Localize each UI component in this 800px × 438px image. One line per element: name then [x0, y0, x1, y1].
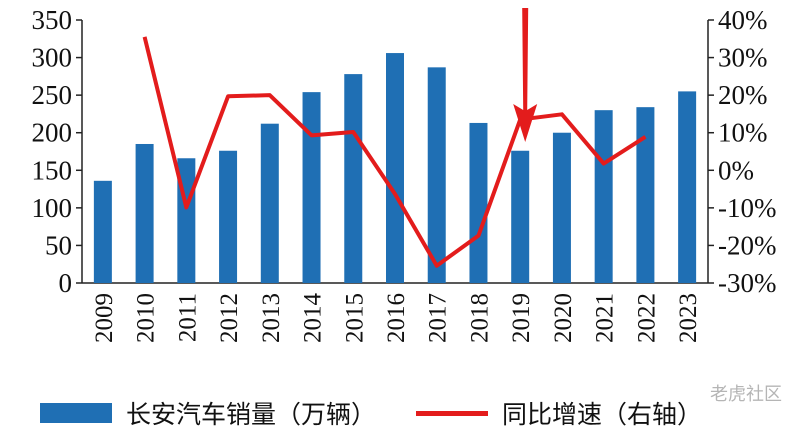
left-tick-label: 150	[32, 155, 73, 185]
right-tick-label: -20%	[718, 230, 776, 260]
bar	[386, 53, 404, 283]
x-tick-label: 2009	[91, 293, 118, 343]
bar	[302, 92, 321, 283]
bar	[93, 180, 112, 283]
x-tick-label: 2017	[425, 293, 452, 343]
bar	[469, 122, 488, 284]
right-tick-label: -30%	[718, 268, 776, 298]
x-tick-label: 2015	[341, 293, 368, 343]
bar	[135, 143, 154, 283]
x-tick-label: 2023	[675, 293, 702, 343]
left-tick-label: 200	[32, 118, 73, 148]
down-arrow	[513, 8, 538, 142]
left-tick-label: 250	[32, 80, 73, 110]
bar	[594, 110, 613, 284]
x-tick-label: 2018	[466, 293, 493, 343]
legend-bar-swatch	[40, 403, 112, 423]
legend-line-swatch	[416, 410, 489, 416]
bar	[511, 150, 530, 283]
bar	[344, 74, 363, 283]
x-tick-label: 2016	[383, 293, 410, 343]
left-tick-label: 300	[32, 43, 73, 73]
legend-bar-label: 长安汽车销量（万辆）	[126, 400, 377, 429]
tick-labels: 0 50 100 150 200 250 300 350 -30% -20% -10% 0% 10% 20…	[32, 5, 777, 343]
left-tick-label: 350	[32, 5, 73, 35]
right-tick-label: 20%	[718, 80, 768, 110]
left-tick-label: 100	[32, 193, 73, 223]
x-tick-label: 2020	[550, 293, 577, 343]
right-tick-label: 10%	[718, 118, 768, 148]
bar	[636, 107, 655, 283]
x-tick-label: 2019	[508, 293, 535, 343]
legend-line-label: 同比增速（右轴）	[502, 400, 703, 429]
annotation-arrow	[513, 8, 538, 142]
right-tick-label: -10%	[718, 193, 776, 223]
right-tick-label: 30%	[718, 43, 768, 73]
x-tick-label: 2011	[174, 293, 201, 342]
x-tick-label: 2022	[633, 293, 660, 343]
x-tick-label: 2010	[133, 293, 160, 343]
bar	[260, 123, 279, 283]
x-tick-label: 2013	[258, 293, 285, 343]
right-tick-label: 40%	[718, 5, 768, 35]
x-tick-label: 2021	[592, 293, 619, 343]
bars	[93, 53, 697, 284]
x-tick-label: 2012	[216, 293, 243, 343]
chart: 0 50 100 150 200 250 300 350 -30% -20% -10% 0% 10% 20…	[32, 5, 777, 343]
right-tick-label: 0%	[718, 155, 754, 185]
bar	[219, 150, 238, 283]
left-tick-label: 50	[45, 230, 72, 260]
left-tick-label: 0	[59, 268, 73, 298]
bar	[552, 132, 571, 283]
x-tick-label: 2014	[300, 293, 327, 344]
legend: 长安汽车销量（万辆） 同比增速（右轴）	[40, 396, 702, 430]
bar	[427, 67, 446, 283]
watermark: 老虎社区	[710, 384, 782, 405]
bar	[678, 91, 697, 283]
